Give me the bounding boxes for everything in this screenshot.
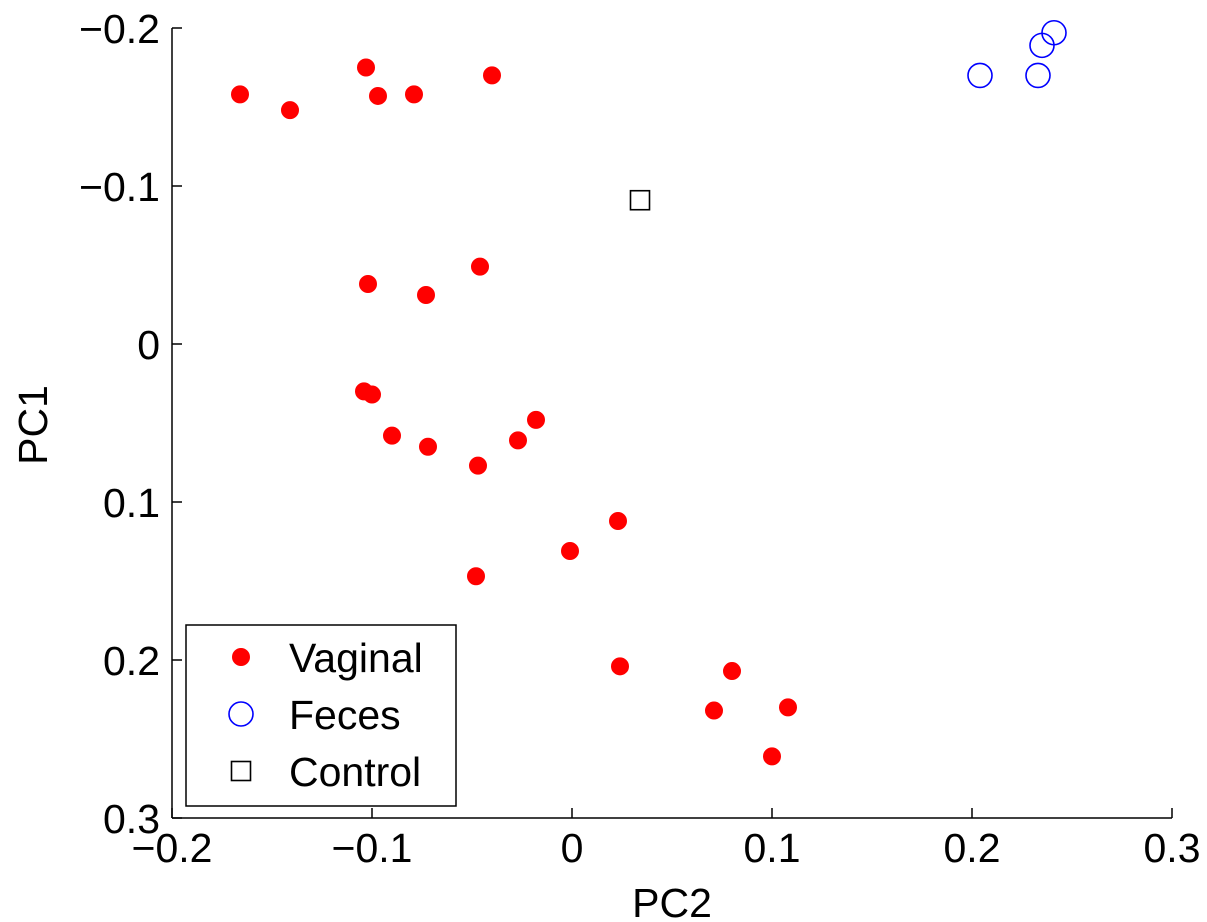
- legend: Vaginal Feces Control: [185, 624, 457, 807]
- x-tick-label: 0: [561, 825, 584, 871]
- y-tick-label: 0.1: [103, 480, 160, 526]
- legend-marker-control: [230, 760, 252, 782]
- y-tick-label: 0: [137, 322, 160, 368]
- legend-item-vaginal: Vaginal: [232, 635, 423, 681]
- vaginal-point: [383, 426, 401, 445]
- vaginal-point: [509, 431, 527, 450]
- vaginal-point: [609, 511, 627, 530]
- vaginal-point: [467, 567, 485, 586]
- series-vaginal: [231, 58, 797, 766]
- vaginal-point: [281, 101, 299, 120]
- control-point: [629, 189, 651, 211]
- data-points: [231, 19, 1067, 766]
- y-tick-label: 0.2: [103, 638, 160, 684]
- vaginal-point: [359, 274, 377, 293]
- y-tick-label: −0.2: [79, 6, 160, 52]
- series-control: [629, 189, 651, 211]
- vaginal-point: [419, 437, 437, 456]
- x-axis-label: PC2: [632, 880, 712, 922]
- y-tick-label: 0.3: [103, 796, 160, 842]
- feces-point: [1041, 19, 1067, 46]
- vaginal-point: [471, 257, 489, 276]
- series-feces: [967, 19, 1067, 89]
- vaginal-point: [417, 286, 435, 305]
- legend-marker-feces: [228, 701, 254, 727]
- x-tick-label: −0.2: [132, 825, 213, 871]
- vaginal-point: [527, 410, 545, 429]
- y-axis-label: PC1: [10, 385, 56, 465]
- vaginal-point: [469, 456, 487, 475]
- vaginal-point: [705, 701, 723, 720]
- legend-item-control: Control: [230, 749, 421, 795]
- legend-item-feces: Feces: [228, 692, 401, 738]
- vaginal-point: [357, 58, 375, 77]
- feces-point: [1025, 62, 1051, 89]
- legend-label: Feces: [289, 692, 401, 738]
- vaginal-point: [363, 385, 381, 404]
- legend-marker-vaginal: [232, 648, 250, 666]
- x-tick-label: −0.1: [332, 825, 413, 871]
- vaginal-point: [723, 662, 741, 681]
- vaginal-point: [405, 85, 423, 104]
- vaginal-point: [763, 747, 781, 766]
- vaginal-point: [483, 66, 501, 85]
- vaginal-point: [611, 657, 629, 676]
- legend-label: Control: [289, 749, 421, 795]
- feces-point: [967, 62, 993, 89]
- x-tick-label: 0.2: [944, 825, 1001, 871]
- vaginal-point: [231, 85, 249, 104]
- x-tick-label: 0.1: [744, 825, 801, 871]
- x-tick-label: 0.3: [1144, 825, 1201, 871]
- y-tick-label: −0.1: [79, 164, 160, 210]
- axes: −0.2 −0.1 0 0.1 0.2 0.3−0.2−0.100.10.20.3: [79, 6, 1200, 871]
- legend-label: Vaginal: [289, 635, 423, 681]
- vaginal-point: [369, 86, 387, 105]
- vaginal-point: [561, 541, 579, 560]
- vaginal-point: [779, 698, 797, 717]
